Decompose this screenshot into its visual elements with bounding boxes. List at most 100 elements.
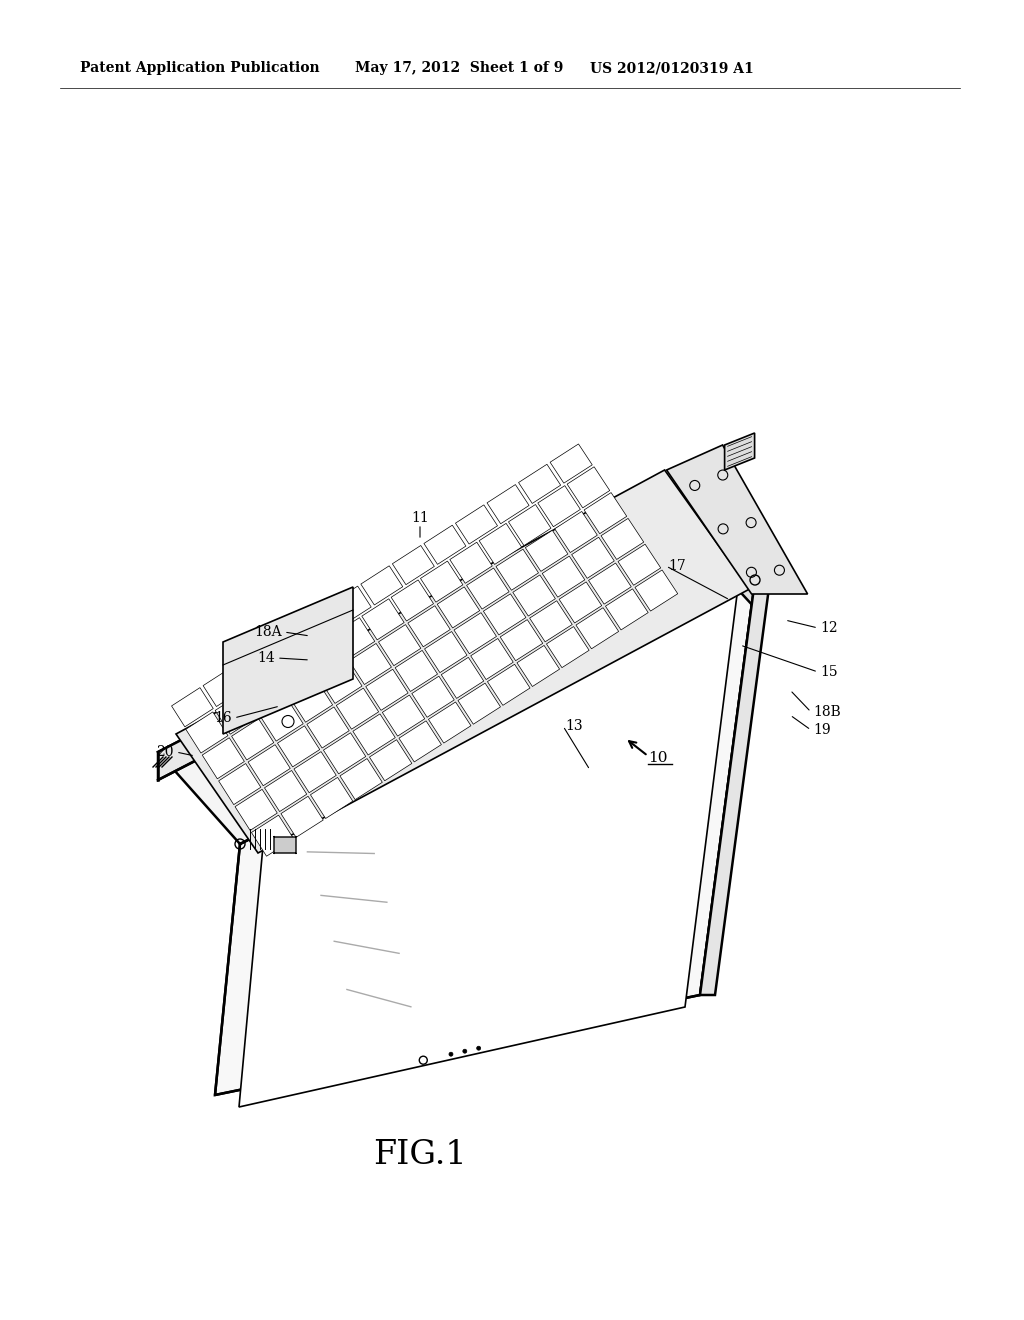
Polygon shape: [428, 702, 471, 743]
Polygon shape: [399, 721, 441, 762]
Text: May 17, 2012  Sheet 1 of 9: May 17, 2012 Sheet 1 of 9: [355, 61, 563, 75]
Polygon shape: [391, 579, 433, 620]
Polygon shape: [360, 566, 402, 605]
Polygon shape: [500, 619, 543, 661]
Polygon shape: [513, 576, 555, 616]
Text: US 2012/0120319 A1: US 2012/0120319 A1: [590, 61, 754, 75]
Polygon shape: [467, 568, 509, 609]
Polygon shape: [215, 579, 755, 1096]
Polygon shape: [261, 700, 303, 741]
Polygon shape: [618, 544, 660, 585]
Polygon shape: [330, 586, 371, 626]
Text: 12: 12: [820, 620, 838, 635]
Polygon shape: [245, 675, 287, 715]
Polygon shape: [547, 627, 589, 668]
Polygon shape: [264, 771, 307, 812]
Polygon shape: [425, 631, 467, 673]
Polygon shape: [555, 511, 597, 553]
Polygon shape: [605, 589, 648, 630]
Polygon shape: [441, 657, 483, 698]
Polygon shape: [202, 738, 245, 779]
Polygon shape: [185, 711, 228, 752]
Polygon shape: [412, 676, 455, 717]
Text: 14: 14: [257, 651, 275, 665]
Polygon shape: [487, 664, 530, 705]
Polygon shape: [353, 714, 395, 755]
Polygon shape: [571, 537, 614, 578]
Polygon shape: [278, 726, 319, 767]
Polygon shape: [172, 688, 213, 727]
Polygon shape: [223, 587, 353, 734]
Polygon shape: [487, 484, 529, 524]
Polygon shape: [340, 759, 382, 800]
Polygon shape: [349, 643, 391, 685]
Polygon shape: [408, 606, 451, 647]
Text: 11: 11: [411, 511, 429, 525]
Polygon shape: [538, 486, 581, 527]
Polygon shape: [670, 488, 755, 609]
Polygon shape: [667, 445, 808, 594]
Polygon shape: [158, 488, 670, 780]
Polygon shape: [382, 696, 425, 737]
Text: 18B: 18B: [813, 705, 841, 719]
Polygon shape: [601, 519, 644, 560]
Polygon shape: [215, 693, 257, 734]
Polygon shape: [319, 663, 362, 704]
Text: FIG.1: FIG.1: [373, 1139, 467, 1171]
Polygon shape: [248, 744, 290, 785]
Polygon shape: [454, 612, 497, 653]
Text: 16: 16: [214, 711, 232, 725]
Polygon shape: [333, 618, 375, 659]
Polygon shape: [518, 465, 561, 503]
Polygon shape: [236, 789, 278, 830]
Polygon shape: [239, 572, 740, 1107]
Polygon shape: [456, 504, 498, 544]
Text: 15: 15: [820, 665, 838, 678]
Polygon shape: [176, 470, 750, 853]
Text: Patent Application Publication: Patent Application Publication: [80, 61, 319, 75]
Polygon shape: [281, 796, 324, 837]
Polygon shape: [517, 645, 559, 686]
Polygon shape: [635, 570, 678, 611]
Polygon shape: [392, 545, 434, 585]
Polygon shape: [575, 607, 618, 649]
Polygon shape: [525, 531, 568, 572]
Polygon shape: [424, 525, 466, 565]
Polygon shape: [450, 543, 493, 583]
Polygon shape: [550, 444, 592, 483]
Polygon shape: [509, 504, 551, 545]
Polygon shape: [496, 549, 539, 590]
Polygon shape: [559, 582, 602, 623]
Polygon shape: [158, 488, 755, 843]
Polygon shape: [252, 816, 294, 857]
Polygon shape: [266, 627, 308, 665]
Text: 19: 19: [813, 723, 830, 737]
Polygon shape: [421, 561, 463, 602]
Polygon shape: [725, 433, 755, 470]
Text: 17: 17: [668, 558, 686, 573]
Polygon shape: [483, 594, 526, 635]
Text: 20: 20: [157, 744, 174, 759]
Polygon shape: [479, 523, 521, 565]
Polygon shape: [234, 647, 276, 686]
Polygon shape: [231, 719, 273, 760]
Polygon shape: [379, 624, 421, 665]
Polygon shape: [219, 763, 261, 805]
Polygon shape: [273, 655, 316, 697]
Polygon shape: [294, 751, 336, 793]
Polygon shape: [366, 669, 409, 710]
FancyBboxPatch shape: [274, 836, 296, 854]
Polygon shape: [291, 681, 333, 722]
Polygon shape: [471, 639, 513, 680]
Text: 13: 13: [565, 719, 583, 733]
Polygon shape: [303, 636, 345, 677]
Polygon shape: [361, 599, 404, 640]
Polygon shape: [567, 467, 609, 508]
Polygon shape: [298, 606, 340, 645]
Polygon shape: [584, 492, 627, 533]
Text: 10: 10: [648, 751, 668, 766]
Polygon shape: [529, 601, 572, 642]
Polygon shape: [310, 777, 353, 818]
Polygon shape: [336, 688, 379, 729]
Circle shape: [463, 1049, 467, 1053]
